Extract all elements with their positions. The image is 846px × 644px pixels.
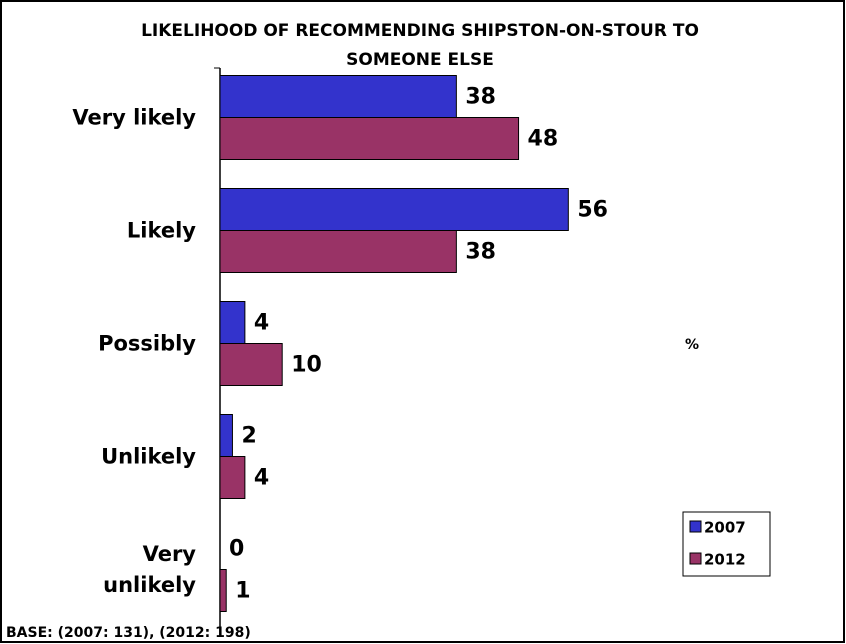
bar: [219, 117, 520, 160]
bar: [219, 75, 457, 118]
bar: [219, 343, 283, 386]
value-label: 56: [577, 198, 608, 223]
value-label: 0: [229, 537, 244, 562]
annotation: %: [685, 337, 699, 353]
category-label: Likely: [126, 218, 196, 242]
bar: [219, 569, 227, 612]
legend-swatch: [689, 520, 702, 533]
value-label: 4: [254, 466, 269, 491]
legend-label: 2007: [704, 519, 746, 537]
category-label: Unlikely: [101, 444, 196, 468]
value-label: 48: [528, 127, 559, 152]
legend-label: 2012: [704, 551, 746, 569]
category-label: Very unlikely: [103, 541, 196, 597]
bar: [219, 456, 246, 499]
value-label: 2: [241, 424, 256, 449]
bar: [219, 230, 457, 273]
bar: [219, 301, 246, 344]
value-label: 1: [235, 579, 250, 604]
value-label: 38: [465, 85, 496, 110]
value-label: 10: [291, 353, 322, 378]
legend-swatch: [689, 552, 702, 565]
category-label: Possibly: [98, 331, 196, 355]
value-label: 38: [465, 240, 496, 265]
bar: [219, 188, 569, 231]
bar: [219, 414, 233, 457]
value-label: 4: [254, 311, 269, 336]
category-label: Very likely: [72, 105, 196, 129]
footnote: BASE: (2007: 131), (2012: 198): [6, 625, 251, 641]
chart-title: LIKELIHOOD OF RECOMMENDING SHIPSTON-ON-S…: [141, 21, 699, 70]
